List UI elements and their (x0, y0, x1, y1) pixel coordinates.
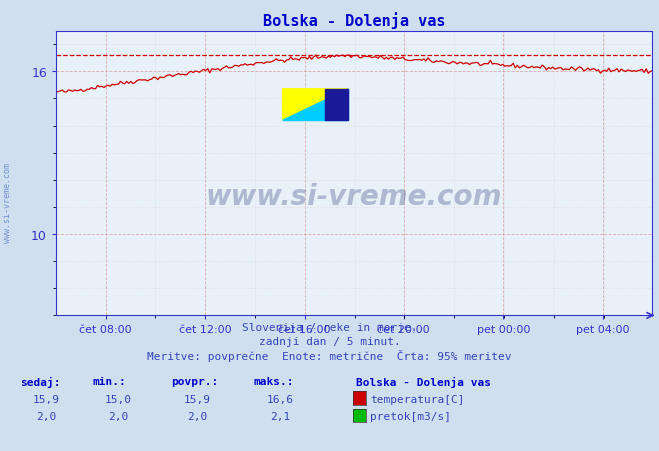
Text: 15,9: 15,9 (33, 394, 59, 404)
Polygon shape (283, 90, 348, 121)
Text: 2,1: 2,1 (270, 411, 290, 421)
Polygon shape (326, 90, 348, 121)
Text: Bolska - Dolenja vas: Bolska - Dolenja vas (356, 377, 491, 387)
Polygon shape (283, 90, 348, 121)
Polygon shape (283, 90, 348, 121)
Polygon shape (283, 90, 348, 121)
Text: www.si-vreme.com: www.si-vreme.com (3, 163, 13, 243)
Text: Slovenija / reke in morje.: Slovenija / reke in morje. (242, 322, 417, 332)
Text: maks.:: maks.: (254, 377, 294, 387)
Text: 2,0: 2,0 (109, 411, 129, 421)
Text: Meritve: povprečne  Enote: metrične  Črta: 95% meritev: Meritve: povprečne Enote: metrične Črta:… (147, 350, 512, 362)
Text: 16,6: 16,6 (267, 394, 293, 404)
Text: 15,9: 15,9 (185, 394, 211, 404)
Title: Bolska - Dolenja vas: Bolska - Dolenja vas (263, 12, 445, 29)
Text: povpr.:: povpr.: (171, 377, 219, 387)
Text: min.:: min.: (92, 377, 126, 387)
Text: pretok[m3/s]: pretok[m3/s] (370, 411, 451, 421)
Text: zadnji dan / 5 minut.: zadnji dan / 5 minut. (258, 336, 401, 346)
Text: 15,0: 15,0 (105, 394, 132, 404)
Text: sedaj:: sedaj: (20, 377, 60, 387)
Text: temperatura[C]: temperatura[C] (370, 394, 465, 404)
Text: 2,0: 2,0 (36, 411, 56, 421)
Text: 2,0: 2,0 (188, 411, 208, 421)
Text: www.si-vreme.com: www.si-vreme.com (206, 182, 502, 210)
